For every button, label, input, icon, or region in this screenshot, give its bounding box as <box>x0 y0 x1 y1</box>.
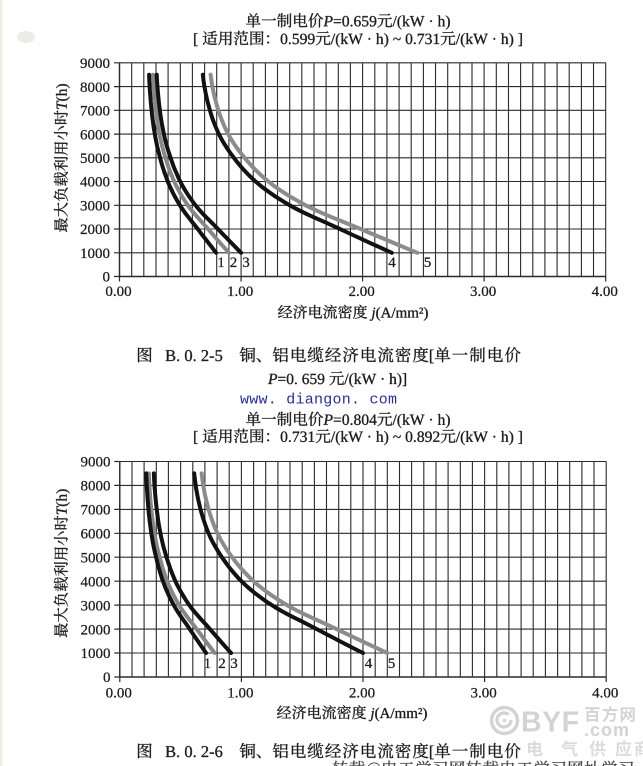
svg-text:2: 2 <box>230 255 238 271</box>
svg-text:1000: 1000 <box>80 246 110 262</box>
svg-text:4.00: 4.00 <box>592 284 618 300</box>
svg-text:0: 0 <box>103 270 111 286</box>
svg-text:0.00: 0.00 <box>106 686 132 702</box>
svg-text:1000: 1000 <box>81 646 111 662</box>
svg-text:3: 3 <box>230 656 238 672</box>
svg-text:2: 2 <box>218 656 226 672</box>
svg-text:5: 5 <box>424 255 432 271</box>
svg-text:1.00: 1.00 <box>227 284 253 300</box>
svg-text:2000: 2000 <box>81 622 111 638</box>
svg-text:3: 3 <box>242 255 250 271</box>
svg-text:8000: 8000 <box>80 80 110 96</box>
svg-text:3.00: 3.00 <box>470 686 496 702</box>
svg-text:6000: 6000 <box>81 527 111 543</box>
svg-text:6000: 6000 <box>80 127 110 143</box>
svg-text:1: 1 <box>217 255 225 271</box>
svg-text:4: 4 <box>388 255 396 271</box>
svg-text:1.00: 1.00 <box>227 686 253 702</box>
svg-text:0: 0 <box>103 670 111 686</box>
svg-text:5: 5 <box>388 656 396 672</box>
svg-text:2000: 2000 <box>80 222 110 238</box>
svg-text:7000: 7000 <box>81 503 111 519</box>
svg-text:www. diangon. com: www. diangon. com <box>240 392 397 409</box>
svg-text:BYF: BYF <box>521 707 580 739</box>
svg-text:5000: 5000 <box>81 551 111 567</box>
svg-text:8000: 8000 <box>81 479 111 495</box>
svg-text:7000: 7000 <box>80 104 110 120</box>
svg-text:4: 4 <box>365 656 373 672</box>
svg-text:3000: 3000 <box>80 199 110 215</box>
svg-text:3000: 3000 <box>81 598 111 614</box>
svg-text:4000: 4000 <box>80 175 110 191</box>
svg-text:5000: 5000 <box>80 151 110 167</box>
svg-text:4.00: 4.00 <box>592 686 618 702</box>
svg-text:9000: 9000 <box>81 455 111 471</box>
svg-text:.com: .com <box>584 720 630 740</box>
svg-text:2.00: 2.00 <box>348 284 374 300</box>
svg-text:4000: 4000 <box>81 574 111 590</box>
svg-text:0.00: 0.00 <box>105 284 131 300</box>
svg-text:3.00: 3.00 <box>470 284 496 300</box>
svg-text:9000: 9000 <box>80 56 110 72</box>
svg-text:2.00: 2.00 <box>349 686 375 702</box>
svg-text:1: 1 <box>204 656 212 672</box>
